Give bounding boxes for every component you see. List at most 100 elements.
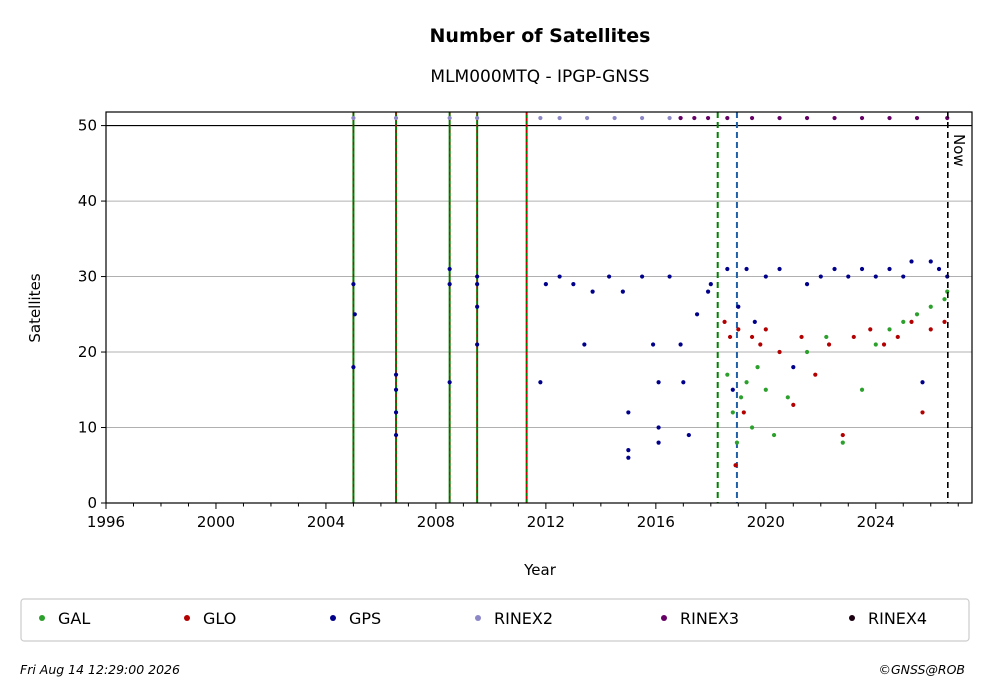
data-point <box>804 115 810 121</box>
data-point <box>447 282 452 287</box>
data-point <box>936 266 942 272</box>
data-point <box>818 274 823 279</box>
data-point <box>351 115 356 121</box>
data-point <box>777 349 782 355</box>
data-point <box>393 115 399 121</box>
x-tick-label: 2000 <box>197 513 235 531</box>
data-point <box>752 319 757 324</box>
footer-timestamp: Fri Aug 14 12:29:00 2026 <box>20 662 180 677</box>
data-point <box>744 266 749 272</box>
legend-label: GLO <box>203 609 236 628</box>
legend-marker <box>475 615 481 621</box>
data-point <box>909 259 914 264</box>
x-tick-label: 2016 <box>637 513 675 531</box>
y-tick-label: 0 <box>87 494 97 512</box>
data-point <box>928 327 933 332</box>
data-point <box>851 334 856 340</box>
data-point <box>785 395 790 400</box>
data-point <box>942 319 947 324</box>
y-tick-label: 10 <box>78 419 97 437</box>
data-point <box>813 372 818 377</box>
data-point <box>763 274 768 279</box>
legend-marker <box>184 615 190 621</box>
legend-marker <box>39 615 45 621</box>
data-point <box>859 115 865 121</box>
data-point <box>791 365 796 370</box>
y-tick-label: 40 <box>78 192 97 210</box>
data-point <box>749 425 755 430</box>
data-point <box>777 266 782 272</box>
data-point <box>730 410 735 415</box>
now-label: Now <box>950 134 968 167</box>
data-point <box>352 312 357 317</box>
data-point <box>667 274 672 279</box>
data-point <box>626 448 631 453</box>
x-tick-label: 2008 <box>417 513 455 531</box>
footer-credit: ©GNSS@ROB <box>878 662 965 677</box>
data-point <box>607 274 612 279</box>
data-point <box>738 395 744 400</box>
data-point <box>639 115 645 121</box>
x-tick-label: 2004 <box>307 513 345 531</box>
series-rinex2 <box>351 115 683 121</box>
data-point <box>582 342 587 347</box>
data-point <box>538 115 543 121</box>
data-point <box>393 410 399 415</box>
data-point <box>928 259 933 264</box>
data-point <box>840 432 845 438</box>
data-point <box>736 327 741 332</box>
data-point <box>777 115 782 121</box>
legend-label: RINEX4 <box>868 609 927 628</box>
data-point <box>475 342 480 347</box>
data-point <box>351 365 356 370</box>
legend-label: RINEX2 <box>494 609 553 628</box>
data-point <box>733 463 738 468</box>
data-point <box>868 327 873 332</box>
legend-item-glo: GLO <box>184 609 236 628</box>
y-tick-label: 20 <box>78 343 97 361</box>
data-point <box>920 410 925 415</box>
data-point <box>942 297 947 302</box>
data-point <box>475 115 480 121</box>
event-lines <box>352 112 738 503</box>
data-point <box>447 380 452 385</box>
data-point <box>557 115 562 121</box>
data-point <box>895 334 900 340</box>
chart-title: Number of Satellites <box>430 25 651 47</box>
data-point <box>887 327 892 332</box>
x-tick-label: 2024 <box>857 513 895 531</box>
data-point <box>749 334 755 340</box>
legend-marker <box>661 615 667 621</box>
data-point <box>656 440 661 445</box>
data-point <box>887 115 892 121</box>
data-point <box>832 115 837 121</box>
legend-box <box>20 598 970 642</box>
data-point <box>447 115 452 121</box>
y-tick-label: 50 <box>78 117 97 135</box>
data-point <box>887 266 892 272</box>
legend-item-gal: GAL <box>39 609 90 628</box>
data-point <box>734 440 740 445</box>
data-point <box>475 304 480 309</box>
data-point <box>571 282 576 287</box>
data-point <box>749 115 755 121</box>
x-tick-label: 2012 <box>527 513 565 531</box>
data-point <box>873 342 878 347</box>
y-axis-ticks: 0 10 20 30 40 50 <box>78 117 106 512</box>
legend-item-gps: GPS <box>330 609 381 628</box>
data-points <box>351 115 950 468</box>
legend-marker <box>849 615 855 621</box>
data-point <box>914 115 920 121</box>
now-marker: Now <box>947 112 968 503</box>
data-point <box>620 289 625 294</box>
data-point <box>626 455 631 460</box>
chart-subtitle: MLM000MTQ - IPGP-GNSS <box>430 67 649 87</box>
data-point <box>799 334 804 340</box>
legend-item-rinex3: RINEX3 <box>661 609 739 628</box>
data-point <box>543 282 548 287</box>
data-point <box>708 282 713 287</box>
legend-label: RINEX3 <box>680 609 739 628</box>
data-point <box>873 274 878 279</box>
data-point <box>692 115 697 121</box>
